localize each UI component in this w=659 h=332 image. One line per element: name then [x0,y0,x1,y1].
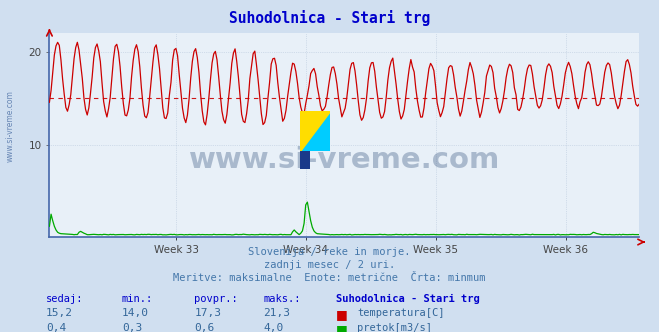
Text: temperatura[C]: temperatura[C] [357,308,445,318]
Text: 0,4: 0,4 [46,323,67,332]
Text: 0,3: 0,3 [122,323,142,332]
Text: Suhodolnica - Stari trg: Suhodolnica - Stari trg [229,10,430,26]
Text: ■: ■ [336,308,348,321]
Text: 0,6: 0,6 [194,323,215,332]
Text: 21,3: 21,3 [264,308,291,318]
Text: 15,2: 15,2 [46,308,73,318]
Text: zadnji mesec / 2 uri.: zadnji mesec / 2 uri. [264,260,395,270]
Text: Meritve: maksimalne  Enote: metrične  Črta: minmum: Meritve: maksimalne Enote: metrične Črta… [173,273,486,283]
Polygon shape [300,111,330,151]
Polygon shape [300,111,330,151]
Text: www.si-vreme.com: www.si-vreme.com [188,146,500,174]
Text: 4,0: 4,0 [264,323,284,332]
Text: min.:: min.: [122,294,153,304]
Text: ■: ■ [336,323,348,332]
Text: 14,0: 14,0 [122,308,149,318]
Text: maks.:: maks.: [264,294,301,304]
Text: povpr.:: povpr.: [194,294,238,304]
Text: 17,3: 17,3 [194,308,221,318]
Text: Slovenija / reke in morje.: Slovenija / reke in morje. [248,247,411,257]
Text: pretok[m3/s]: pretok[m3/s] [357,323,432,332]
Text: Suhodolnica - Stari trg: Suhodolnica - Stari trg [336,294,480,304]
Text: www.si-vreme.com: www.si-vreme.com [5,90,14,162]
Text: sedaj:: sedaj: [46,294,84,304]
